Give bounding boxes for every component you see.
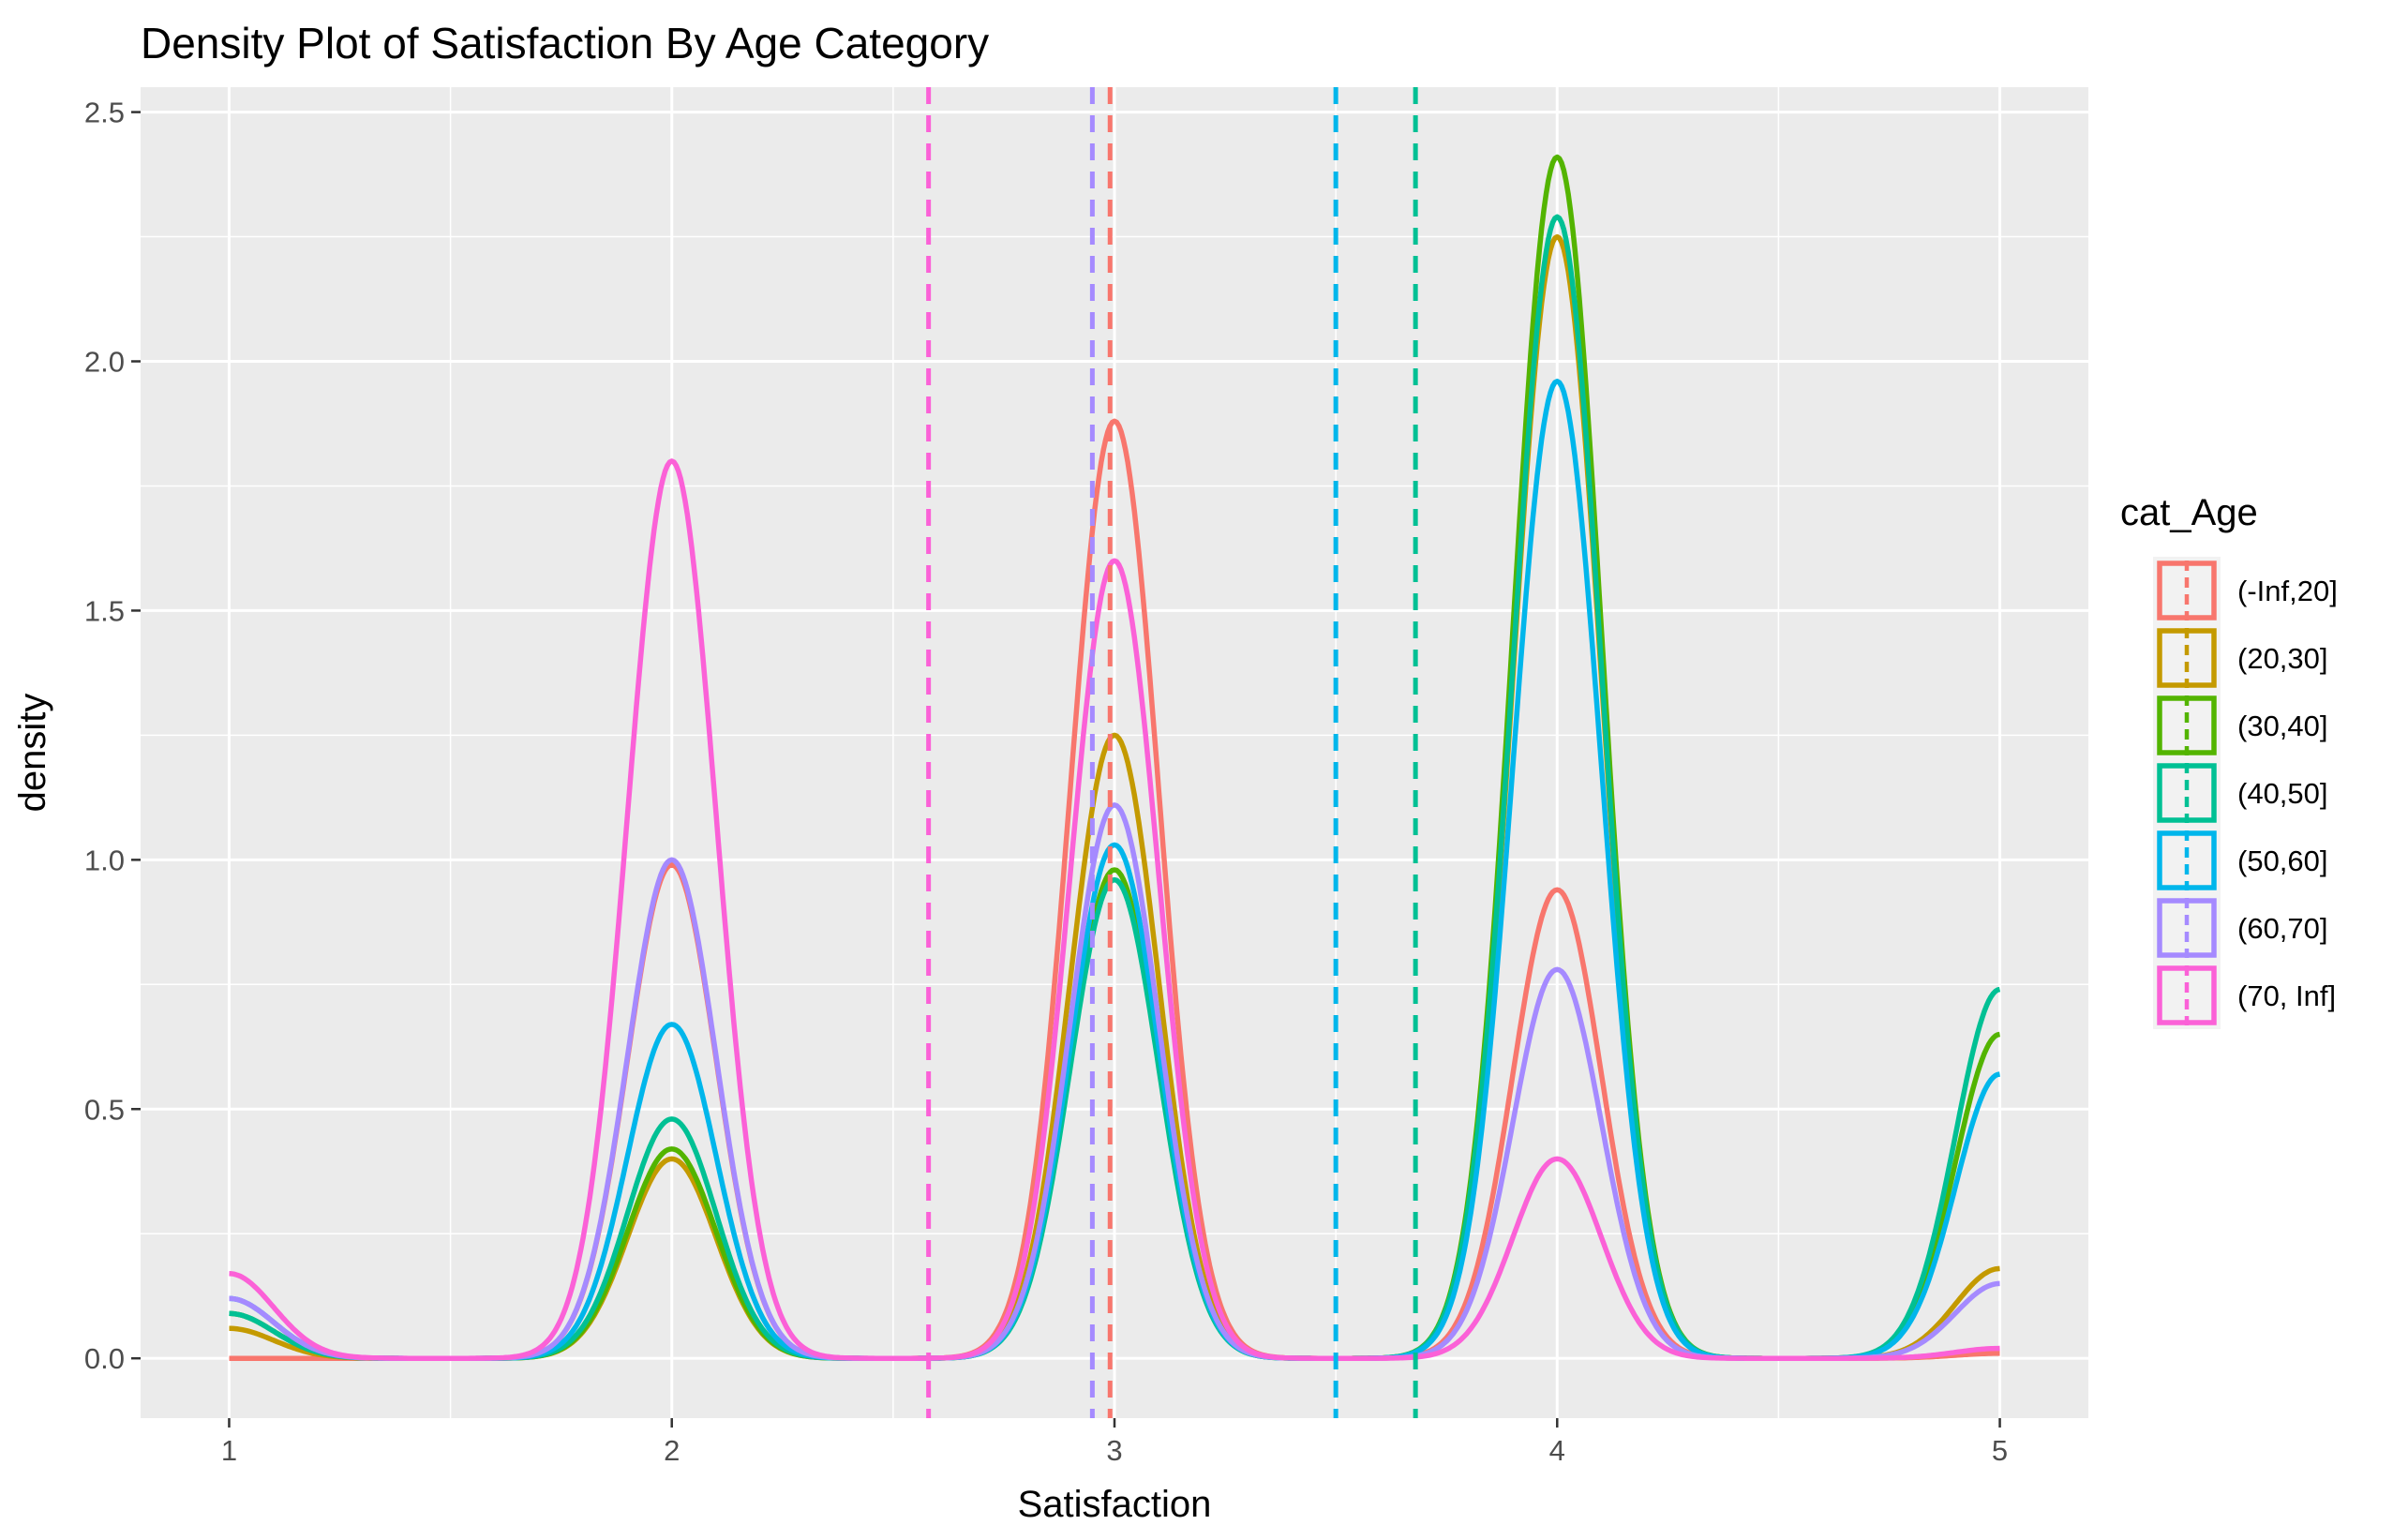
x-axis: 1 2 3 4 5 [221,1418,2008,1467]
legend-label: (70, Inf] [2237,979,2336,1012]
legend-items: (-Inf,20] (20,30] (30,40] (40,50] (50,60] (60… [2153,557,2338,1029]
density-lines [229,154,2001,1361]
x-tick-label: 2 [664,1434,680,1467]
x-axis-title: Satisfaction [1018,1484,1212,1525]
legend-item-(40,50]: (40,50] [2153,759,2328,827]
legend-label: (60,70] [2237,912,2328,945]
y-axis-title: density [12,694,53,813]
chart-title: Density Plot of Satisfaction By Age Cate… [141,19,989,67]
x-tick-label: 5 [1992,1434,2008,1467]
y-tick-label: 0.0 [84,1342,125,1375]
legend-item-(50,60]: (50,60] [2153,827,2328,894]
y-tick-label: 1.5 [84,594,125,627]
legend-label: (50,60] [2237,845,2328,877]
legend-item-(30,40]: (30,40] [2153,692,2328,759]
y-axis: 0.0 0.5 1.0 1.5 2.0 2.5 [84,97,141,1375]
grid-major [141,87,2088,1418]
y-tick-label: 2.0 [84,346,125,379]
legend-title: cat_Age [2120,492,2258,533]
legend-item-(-Inf,20]: (-Inf,20] [2153,557,2338,624]
y-tick-label: 0.5 [84,1093,125,1126]
legend-item-(70, Inf]: (70, Inf] [2153,962,2336,1029]
x-tick-label: 3 [1106,1434,1122,1467]
mean-lines [926,87,1418,1418]
legend-label: (-Inf,20] [2237,575,2338,607]
y-tick-label: 1.0 [84,844,125,876]
legend-label: (20,30] [2237,642,2328,675]
y-tick-label: 2.5 [84,97,125,129]
legend-item-(20,30]: (20,30] [2153,624,2328,692]
legend: cat_Age (-Inf,20] (20,30] (30,40] (40,50] (5… [2120,492,2338,1029]
legend-item-(60,70]: (60,70] [2153,894,2328,962]
legend-label: (30,40] [2237,710,2328,742]
legend-label: (40,50] [2237,777,2328,810]
x-tick-label: 1 [221,1434,237,1467]
x-tick-label: 4 [1549,1434,1565,1467]
density-line-(70, Inf] [229,458,2000,1361]
